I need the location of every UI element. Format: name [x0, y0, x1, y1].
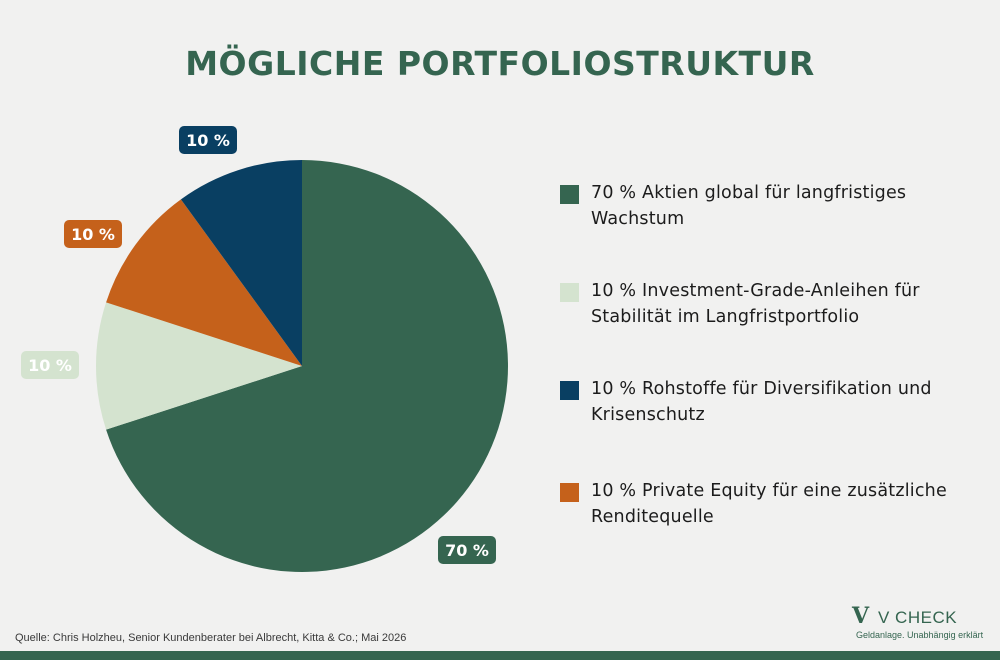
legend-item-private-equity: 10 % Private Equity für eine zusätzliche…: [560, 478, 980, 530]
logo-wordmark: V CHECK: [878, 608, 958, 627]
legend-item-anleihen: 10 % Investment-Grade-Anleihen für Stabil…: [560, 278, 980, 330]
pie-slice: [106, 199, 302, 366]
legend-item-rohstoffe: 10 % Rohstoffe für Diversifikation und Kr…: [560, 376, 980, 428]
legend-swatch: [560, 381, 579, 400]
chart-title: MÖGLICHE PORTFOLIOSTRUKTUR: [185, 44, 815, 83]
legend-swatch: [560, 185, 579, 204]
slice-value-label: 10 %: [179, 126, 237, 154]
pie-slice: [106, 160, 508, 572]
legend-label: 70 % Aktien global für langfristiges Wach…: [591, 183, 907, 229]
logo-tagline: Geldanlage. Unabhängig erklärt: [856, 630, 984, 640]
slice-value-label: 70 %: [438, 536, 496, 564]
slice-value-text: 10 %: [186, 131, 230, 150]
pie-slice: [96, 302, 302, 430]
logo-icon: V: [852, 603, 870, 629]
slice-value-label: 10 %: [64, 220, 122, 248]
legend-label: 10 % Private Equity für eine zusätzliche…: [591, 481, 947, 527]
vcheck-logo: V V CHECK Geldanlage. Unabhängig erklärt: [848, 603, 988, 643]
bottom-bar: [0, 651, 1000, 660]
slice-value-text: 10 %: [28, 356, 72, 375]
source-note: Quelle: Chris Holzheu, Senior Kundenbera…: [15, 632, 407, 644]
slice-value-text: 70 %: [445, 541, 489, 560]
slice-value-text: 10 %: [71, 225, 115, 244]
legend-item-aktien: 70 % Aktien global für langfristiges Wach…: [560, 180, 980, 232]
legend-label: 10 % Investment-Grade-Anleihen für Stabil…: [591, 281, 920, 327]
pie-slice: [180, 160, 302, 366]
legend-label: 10 % Rohstoffe für Diversifikation und Kr…: [591, 379, 932, 425]
legend-swatch: [560, 483, 579, 502]
legend-swatch: [560, 283, 579, 302]
slice-value-label: 10 %: [21, 351, 79, 379]
